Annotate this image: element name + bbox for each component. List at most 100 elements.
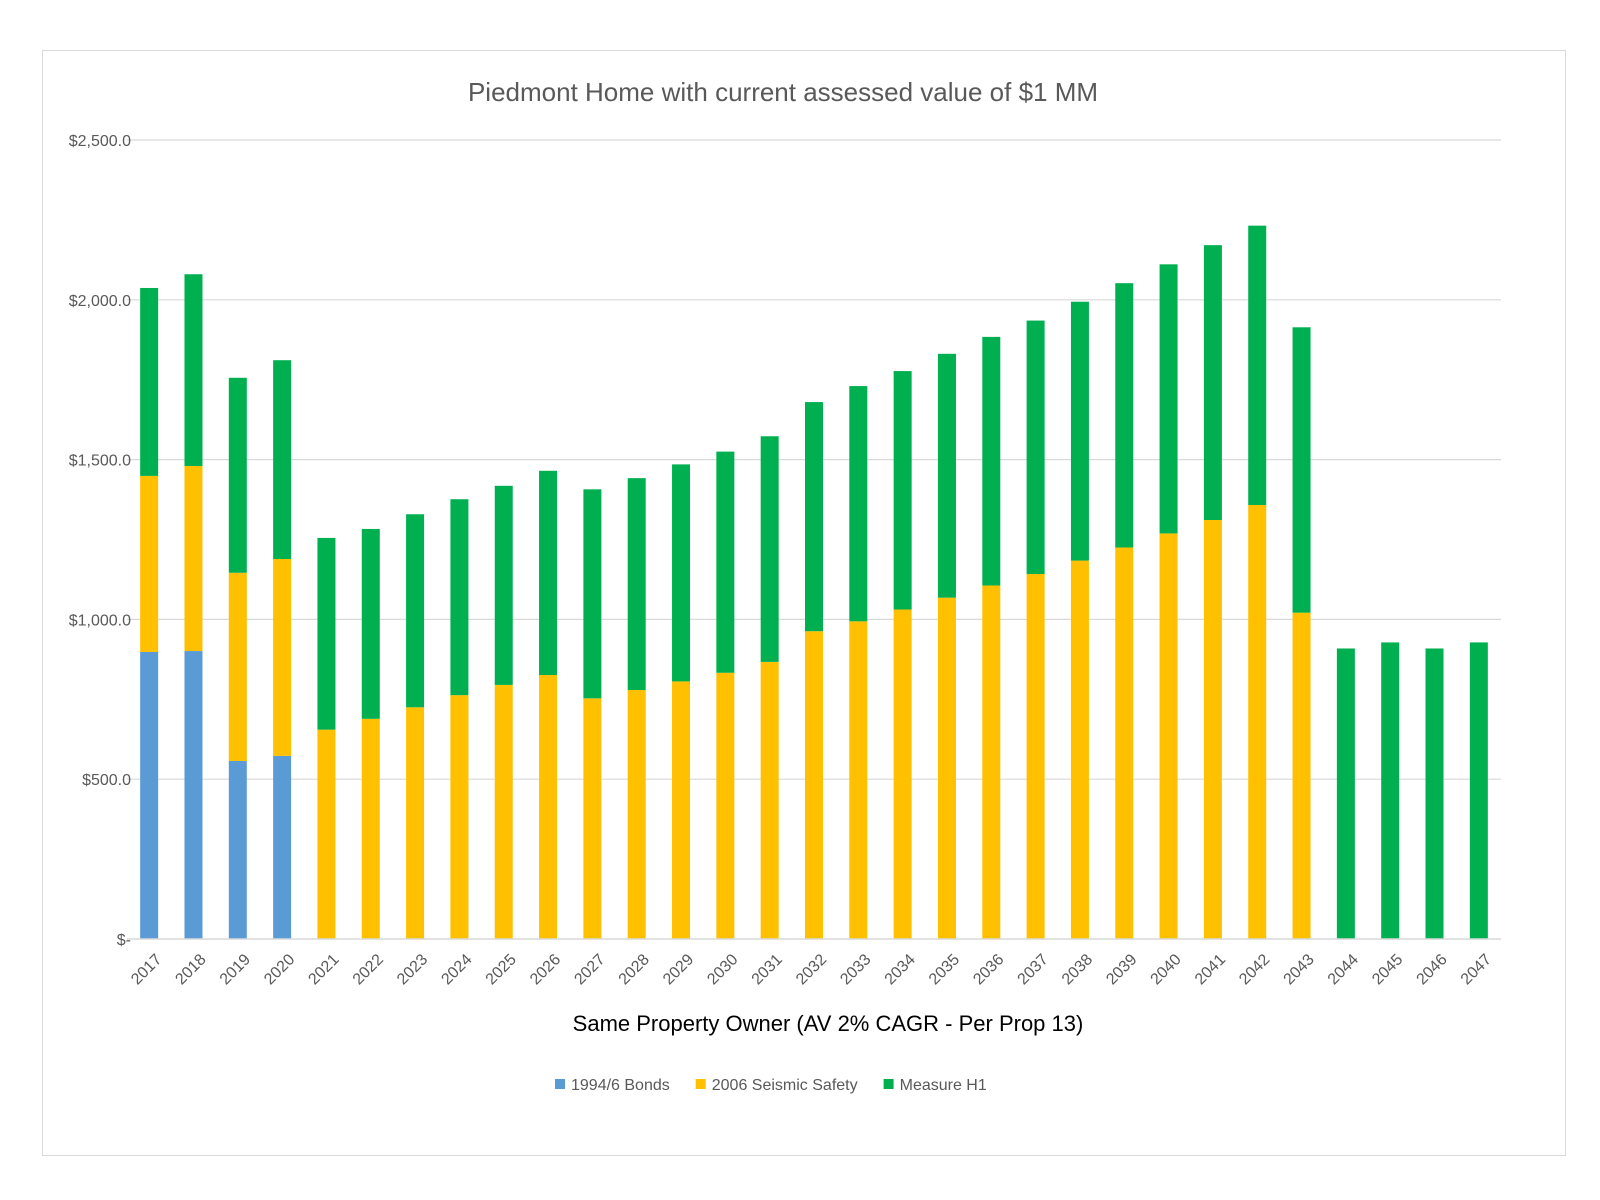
bar-measure-h1-2041 (1203, 245, 1222, 521)
bar-2006-seismic-safety-2043 (1292, 612, 1311, 939)
x-tick-labels: 2017 2018 2019 2020 2021 2022 2023 2024 2025 2026… (128, 951, 1495, 988)
x-tick-label: 2036 (970, 951, 1007, 988)
x-tick-label: 2043 (1281, 951, 1318, 988)
x-tick-label: 2046 (1414, 951, 1451, 988)
x-tick-label: 2038 (1059, 951, 1096, 988)
bar-2006-seismic-safety-2031 (760, 661, 779, 939)
x-tick-label: 2031 (749, 951, 786, 988)
bar-2006-seismic-safety-2027 (583, 698, 602, 939)
y-tick-label: $2,000.0 (69, 293, 131, 310)
x-tick-label: 2020 (261, 951, 298, 988)
chart-svg: Piedmont Home with current assessed valu… (69, 77, 1501, 1094)
bar-2006-seismic-safety-2042 (1248, 504, 1267, 939)
bar-2006-seismic-safety-2037 (1026, 574, 1045, 939)
legend-swatch-1 (695, 1079, 706, 1089)
bar-2006-seismic-safety-2038 (1070, 560, 1089, 939)
bar-measure-h1-2045 (1381, 642, 1400, 939)
x-tick-label: 2030 (704, 951, 741, 988)
bar-measure-h1-2038 (1070, 301, 1089, 561)
y-tick-label: $- (117, 932, 131, 949)
y-tick-label: $2,500.0 (69, 133, 131, 150)
x-tick-label: 2019 (217, 951, 254, 988)
bar-measure-h1-2022 (361, 528, 380, 719)
x-tick-label: 2017 (128, 951, 165, 988)
x-tick-label: 2033 (837, 951, 874, 988)
x-tick-label: 2037 (1015, 951, 1052, 988)
legend-swatch-0 (555, 1079, 565, 1089)
x-tick-label: 2018 (172, 951, 209, 988)
bar-measure-h1-2042 (1248, 225, 1267, 505)
bar-measure-h1-2025 (494, 485, 513, 685)
bar-measure-h1-2046 (1425, 648, 1444, 939)
bar-measure-h1-2024 (450, 499, 469, 696)
legend-label: Measure H1 (900, 1077, 987, 1094)
bar-measure-h1-2034 (893, 371, 912, 610)
x-tick-label: 2026 (527, 951, 564, 988)
bar-2006-seismic-safety-2039 (1115, 547, 1134, 939)
x-tick-label: 2024 (438, 951, 475, 988)
chart-frame: Piedmont Home with current assessed valu… (42, 50, 1566, 1156)
x-tick-label: 2027 (571, 951, 608, 988)
bar-measure-h1-2020 (273, 360, 292, 559)
bar-measure-h1-2039 (1115, 283, 1134, 548)
legend-label: 1994/6 Bonds (571, 1077, 670, 1094)
bar-2006-seismic-safety-2036 (982, 585, 1001, 939)
legend-swatch-2 (883, 1079, 894, 1089)
bar-measure-h1-2033 (849, 386, 868, 622)
bar-measure-h1-2017 (140, 287, 159, 476)
x-tick-label: 2032 (793, 951, 830, 988)
bar-1994-6-bonds-2018 (184, 651, 203, 939)
legend: 1994/6 Bonds 2006 Seismic Safety Measure H… (555, 1077, 987, 1094)
bar-measure-h1-2021 (317, 537, 336, 730)
bar-2006-seismic-safety-2030 (716, 672, 735, 939)
bar-2006-seismic-safety-2021 (317, 729, 336, 939)
bar-2006-seismic-safety-2022 (361, 718, 380, 939)
bar-1994-6-bonds-2020 (273, 755, 292, 939)
bar-2006-seismic-safety-2020 (273, 558, 292, 756)
bar-measure-h1-2029 (672, 464, 691, 682)
bar-measure-h1-2031 (760, 436, 779, 662)
bar-measure-h1-2035 (937, 353, 956, 598)
bar-1994-6-bonds-2017 (140, 651, 159, 939)
x-tick-label: 2022 (350, 951, 387, 988)
bar-measure-h1-2030 (716, 451, 735, 673)
bar-measure-h1-2040 (1159, 264, 1178, 534)
bar-2006-seismic-safety-2025 (494, 684, 513, 939)
bar-1994-6-bonds-2019 (228, 760, 247, 939)
bar-2006-seismic-safety-2033 (849, 621, 868, 939)
x-tick-label: 2042 (1236, 951, 1273, 988)
bar-2006-seismic-safety-2032 (805, 631, 823, 939)
bar-2006-seismic-safety-2041 (1203, 520, 1222, 939)
x-tick-label: 2025 (483, 951, 520, 988)
bar-2006-seismic-safety-2029 (672, 681, 691, 939)
bar-measure-h1-2023 (406, 514, 425, 708)
x-tick-label: 2041 (1192, 951, 1229, 988)
bar-measure-h1-2043 (1292, 327, 1311, 613)
bar-measure-h1-2019 (228, 377, 247, 573)
x-tick-label: 2045 (1369, 951, 1406, 988)
legend-label: 2006 Seismic Safety (712, 1077, 858, 1094)
bar-2006-seismic-safety-2034 (893, 609, 912, 939)
x-tick-label: 2023 (394, 951, 431, 988)
x-tick-label: 2034 (882, 951, 919, 988)
bar-measure-h1-2027 (583, 489, 602, 699)
bar-2006-seismic-safety-2017 (140, 475, 159, 652)
x-axis-label: Same Property Owner (AV 2% CAGR - Per Pr… (573, 1011, 1084, 1036)
bar-measure-h1-2026 (539, 470, 558, 676)
bars (140, 225, 1488, 939)
x-tick-label: 2047 (1458, 951, 1495, 988)
bar-2006-seismic-safety-2018 (184, 465, 203, 652)
bar-2006-seismic-safety-2028 (627, 690, 646, 939)
bar-2006-seismic-safety-2024 (450, 695, 469, 939)
y-tick-label: $1,000.0 (69, 612, 131, 629)
y-tick-label: $1,500.0 (69, 453, 131, 470)
bar-measure-h1-2047 (1469, 642, 1488, 939)
bar-measure-h1-2018 (184, 274, 203, 466)
bar-measure-h1-2032 (805, 402, 823, 632)
x-tick-label: 2035 (926, 951, 963, 988)
bar-2006-seismic-safety-2035 (937, 597, 956, 939)
bar-2006-seismic-safety-2023 (406, 707, 425, 939)
bar-2006-seismic-safety-2019 (228, 572, 247, 761)
bar-measure-h1-2028 (627, 478, 646, 691)
x-tick-label: 2039 (1103, 951, 1140, 988)
